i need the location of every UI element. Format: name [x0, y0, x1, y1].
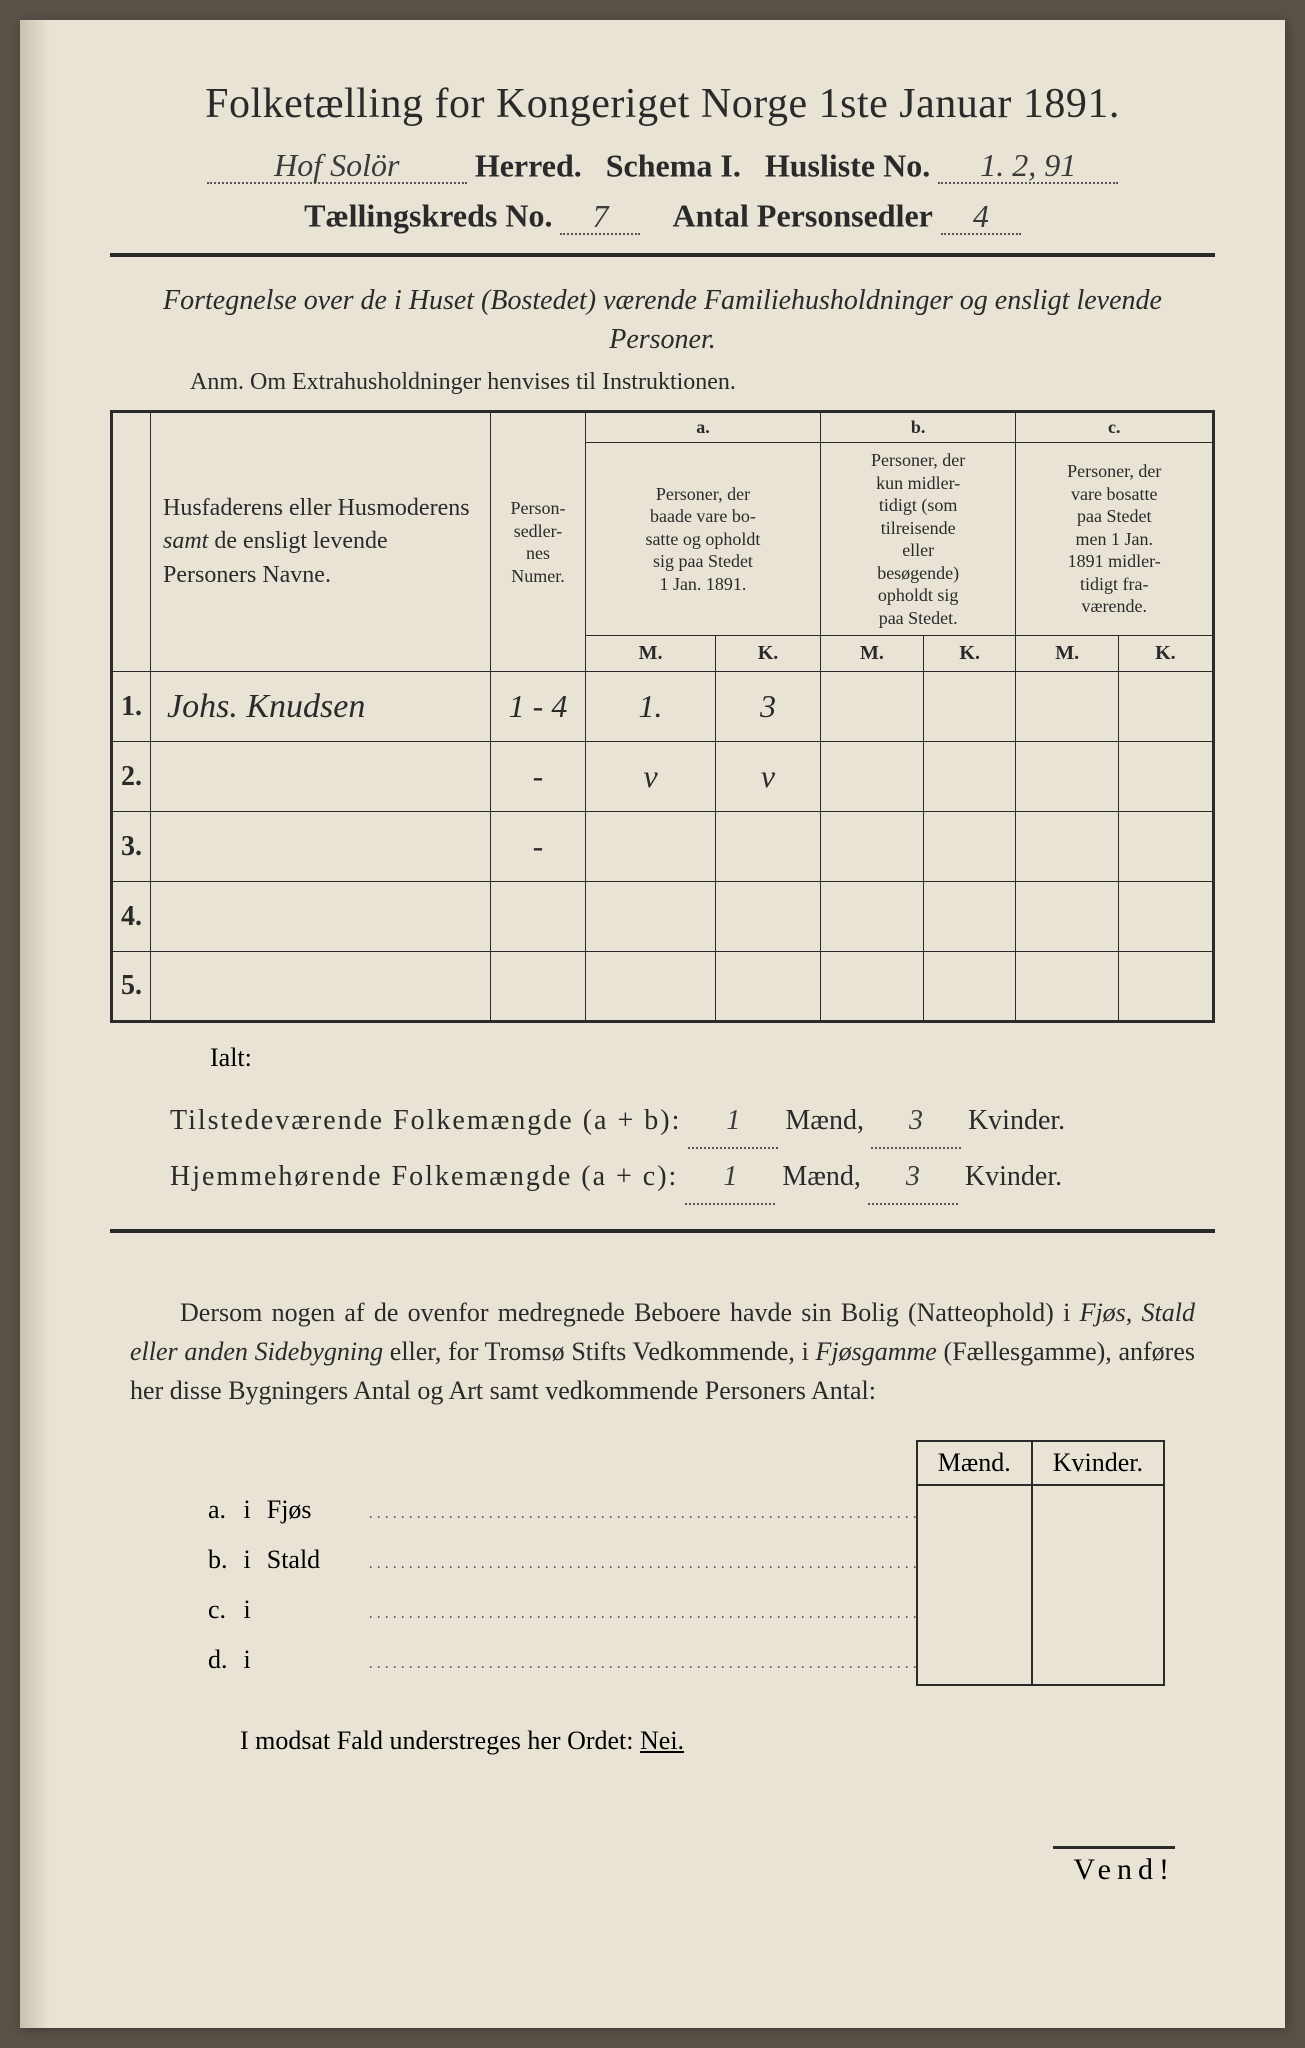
col-b-letter: b.	[820, 412, 1016, 443]
anm-note: Anm. Om Extrahusholdninger henvises til …	[190, 369, 1215, 396]
totals-block: Tilstedeværende Folkemængde (a + b): 1 M…	[170, 1093, 1215, 1205]
nei-line: I modsat Fald understreges her Ordet: Ne…	[240, 1726, 1215, 1756]
personsedler-field: 4	[941, 196, 1021, 234]
side-kvinder-header: Kvinder.	[1032, 1441, 1164, 1485]
col-name-header: Husfaderens eller Husmode­rens samt de e…	[151, 412, 491, 672]
total-ac-k: 3	[868, 1172, 958, 1206]
herred-field: Hof Solör	[207, 146, 467, 184]
form-subtitle: Fortegnelse over de i Huset (Bostedet) v…	[110, 281, 1215, 359]
husliste-field: 1. 2, 91	[938, 146, 1118, 184]
vend-label: Vend!	[1053, 1846, 1175, 1887]
ialt-label: Ialt:	[210, 1043, 1215, 1073]
col-num-header: Person-sedler-nesNumer.	[491, 412, 586, 672]
schema-label: Schema I.	[606, 147, 741, 183]
divider-1	[110, 253, 1215, 257]
household-table: Husfaderens eller Husmode­rens samt de e…	[110, 410, 1215, 1023]
husliste-label: Husliste No.	[765, 147, 930, 183]
side-row: b. i Stald	[200, 1535, 1164, 1585]
table-row: 2. - v v	[112, 742, 1214, 812]
nei-word: Nei.	[640, 1726, 684, 1755]
col-b-k: K.	[923, 636, 1016, 672]
col-c-letter: c.	[1016, 412, 1214, 443]
total-ac-m: 1	[685, 1172, 775, 1206]
header-line-1: Hof Solör Herred. Schema I. Husliste No.…	[110, 146, 1215, 184]
col-a-desc: Personer, derbaade vare bo-satte og opho…	[586, 443, 821, 636]
table-row: 1. Johs. Knudsen 1 - 4 1. 3	[112, 672, 1214, 742]
col-b-desc: Personer, derkun midler-tidigt (somtilre…	[820, 443, 1016, 636]
side-row: c. i	[200, 1585, 1164, 1635]
total-ab-k: 3	[871, 1116, 961, 1150]
side-row: a. i Fjøs	[200, 1485, 1164, 1535]
personsedler-label: Antal Personsedler	[672, 198, 932, 234]
col-blank	[112, 412, 151, 672]
col-a-k: K.	[716, 636, 821, 672]
census-form-page: Folketælling for Kongeriget Norge 1ste J…	[20, 20, 1285, 2028]
col-b-m: M.	[820, 636, 923, 672]
table-row: 3. -	[112, 812, 1214, 882]
col-c-m: M.	[1016, 636, 1118, 672]
form-title: Folketælling for Kongeriget Norge 1ste J…	[110, 80, 1215, 128]
side-row: d. i	[200, 1635, 1164, 1685]
side-maend-header: Mænd.	[917, 1441, 1032, 1485]
side-building-table: Mænd. Kvinder. a. i Fjøs b. i Stald c.	[200, 1440, 1165, 1686]
name-cell: Johs. Knudsen	[151, 672, 491, 742]
herred-label: Herred.	[475, 147, 582, 183]
col-a-m: M.	[586, 636, 716, 672]
col-c-desc: Personer, dervare bosattepaa Stedetmen 1…	[1016, 443, 1214, 636]
kreds-label: Tællingskreds No.	[304, 198, 552, 234]
total-ab-m: 1	[688, 1116, 778, 1150]
col-a-letter: a.	[586, 412, 821, 443]
totals-line-1: Tilstedeværende Folkemængde (a + b): 1 M…	[170, 1093, 1215, 1149]
totals-line-2: Hjemmehørende Folkemængde (a + c): 1 Mæn…	[170, 1149, 1215, 1205]
kreds-field: 7	[560, 196, 640, 234]
header-line-2: Tællingskreds No. 7 Antal Personsedler 4	[110, 196, 1215, 234]
table-row: 4.	[112, 882, 1214, 952]
divider-2	[110, 1229, 1215, 1233]
table-row: 5.	[112, 952, 1214, 1022]
col-c-k: K.	[1118, 636, 1213, 672]
side-building-paragraph: Dersom nogen af de ovenfor medregnede Be…	[130, 1293, 1195, 1410]
